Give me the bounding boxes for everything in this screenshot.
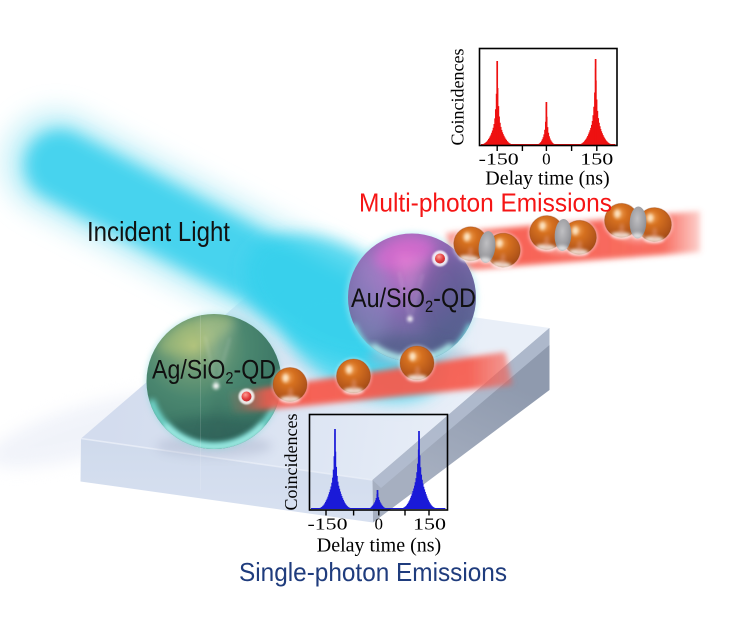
svg-text:Delay time (ns): Delay time (ns): [317, 535, 441, 557]
svg-text:-150: -150: [308, 515, 348, 534]
svg-text:-150: -150: [479, 150, 519, 169]
svg-text:Ag/SiO2-QD: Ag/SiO2-QD: [152, 355, 276, 388]
svg-text:150: 150: [580, 150, 613, 169]
svg-text:Au/SiO2-QD: Au/SiO2-QD: [351, 283, 476, 316]
svg-text:Delay time (ns): Delay time (ns): [485, 168, 609, 190]
svg-text:Single-photon Emissions: Single-photon Emissions: [239, 557, 507, 587]
svg-text:Coincidences: Coincidences: [448, 49, 468, 146]
svg-text:Coincidences: Coincidences: [281, 414, 301, 511]
svg-text:Incident Light: Incident Light: [87, 216, 230, 247]
svg-text:0: 0: [542, 150, 551, 169]
svg-text:Multi-photon Emissions: Multi-photon Emissions: [359, 188, 612, 218]
svg-text:150: 150: [413, 515, 446, 534]
svg-text:0: 0: [375, 515, 384, 534]
